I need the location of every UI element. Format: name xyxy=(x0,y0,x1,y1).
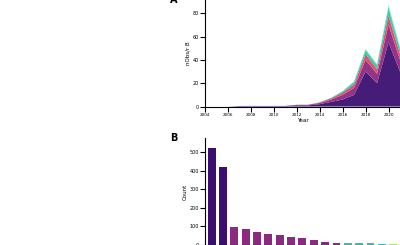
Bar xyxy=(310,240,318,245)
Bar xyxy=(344,243,352,245)
Bar xyxy=(253,232,261,245)
Text: A: A xyxy=(170,0,177,5)
Bar xyxy=(378,244,386,245)
Bar xyxy=(287,237,295,245)
Bar xyxy=(298,238,306,245)
Bar xyxy=(389,244,397,245)
Bar xyxy=(332,243,340,245)
Y-axis label: Count: Count xyxy=(183,184,188,200)
Bar xyxy=(208,148,216,245)
Bar xyxy=(366,243,374,245)
Bar xyxy=(242,229,250,245)
X-axis label: Year: Year xyxy=(297,118,308,123)
Bar xyxy=(264,234,272,245)
Bar xyxy=(230,227,238,245)
Bar xyxy=(355,243,363,245)
Text: B: B xyxy=(170,133,177,143)
Bar xyxy=(276,235,284,245)
Bar xyxy=(321,242,329,245)
Y-axis label: nObs/r B: nObs/r B xyxy=(186,41,191,65)
Bar xyxy=(219,167,227,245)
